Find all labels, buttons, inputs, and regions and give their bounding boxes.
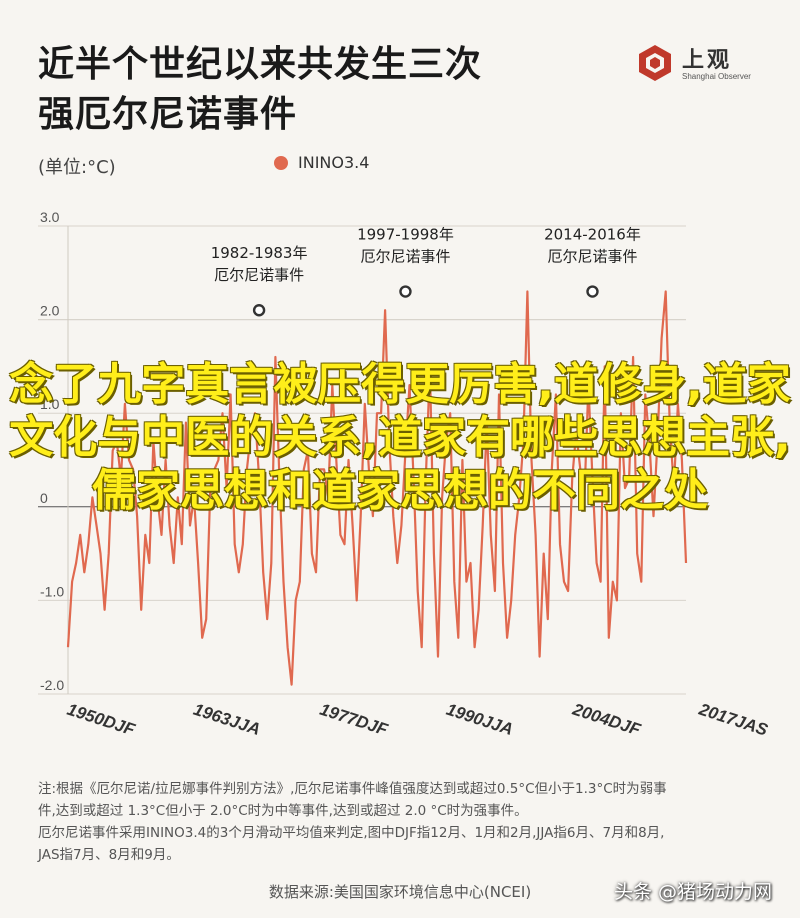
y-axis-tick-labels: -2.0 -1.0 0 1.0 2.0 3.0	[40, 209, 64, 693]
unit-label: (单位:°C)	[38, 157, 116, 178]
annotation-year: 2014-2016年	[544, 226, 641, 244]
x-tick-label: 2017JAS	[696, 699, 771, 739]
annotation-year: 1997-1998年	[357, 226, 454, 244]
y-tick-label: 3.0	[40, 209, 60, 225]
line-chart: -2.0-1.001.02.03.0 1982-1983年厄尔尼诺事件1997-…	[38, 209, 771, 740]
y-tick-label: 1.0	[40, 396, 60, 412]
x-tick-label: 1950DJF	[65, 700, 138, 740]
footnote-line: 厄尔尼诺事件采用ININO3.4的3个月滑动平均值来判定,图中DJF指12月、1…	[38, 825, 665, 841]
x-tick-label: 2004DJF	[569, 699, 643, 739]
grid-lines	[38, 225, 686, 695]
y-tick-label: -2.0	[40, 677, 64, 693]
x-tick-label: 1990JJA	[444, 700, 516, 739]
annotation-year: 1982-1983年	[211, 244, 308, 262]
annotation-label: 厄尔尼诺事件	[547, 248, 637, 266]
y-tick-label: -1.0	[40, 583, 64, 599]
x-tick-label: 1963JJA	[191, 700, 263, 739]
y-tick-label: 0	[40, 490, 48, 506]
annotation-label: 厄尔尼诺事件	[360, 248, 450, 266]
shanghai-observer-logo[interactable]: 上观 Shanghai Observer	[636, 42, 766, 94]
shanghai-observer-logo-icon	[639, 45, 671, 81]
peak-marker	[586, 285, 599, 298]
data-source: 数据来源:美国国家环境信息中心(NCEI)	[268, 883, 532, 901]
title-line-1: 近半个世纪以来共发生三次	[38, 44, 483, 85]
series-line	[66, 290, 688, 686]
footnote-line: JAS指7月、8月和9月。	[38, 847, 180, 863]
footnote: 注:根据《厄尔尼诺/拉尼娜事件判别方法》,厄尔尼诺事件峰值强度达到或超过0.5°…	[38, 778, 768, 866]
y-tick-label: 2.0	[40, 303, 60, 319]
footnote-line: 注:根据《厄尔尼诺/拉尼娜事件判别方法》,厄尔尼诺事件峰值强度达到或超过0.5°…	[38, 781, 667, 797]
peak-marker	[399, 285, 412, 298]
logo-subtitle: Shanghai Observer	[682, 72, 751, 81]
chart-title: 近半个世纪以来共发生三次 强厄尔尼诺事件	[38, 40, 558, 140]
footnote-line: 件,达到或超过 1.3°C但小于 2.0°C时为中等事件,达到或超过 2.0 °…	[38, 803, 528, 819]
peak-marker	[252, 304, 266, 317]
x-axis-tick-labels: 1950DJF 1963JJA 1977DJF 1990JJA 2004DJF 2017J…	[65, 699, 771, 739]
legend: ININO3.4	[274, 153, 369, 172]
annotation-label: 厄尔尼诺事件	[214, 266, 304, 284]
watermark: 头条 @猪场动力网	[614, 881, 773, 903]
legend-dot	[274, 155, 288, 170]
x-tick-label: 1977DJF	[318, 700, 391, 740]
overlay-caption: 念了九字真言被压得更厉害,道修身,道家文化与中医的关系,道家有哪些思想主张,儒家…	[9, 359, 791, 516]
legend-label: ININO3.4	[298, 153, 370, 172]
logo-name: 上观	[682, 48, 733, 73]
series-ININO3.4	[66, 290, 688, 686]
title-line-2: 强厄尔尼诺事件	[38, 94, 298, 135]
annotations: 1982-1983年厄尔尼诺事件1997-1998年厄尔尼诺事件2014-201…	[211, 226, 641, 317]
